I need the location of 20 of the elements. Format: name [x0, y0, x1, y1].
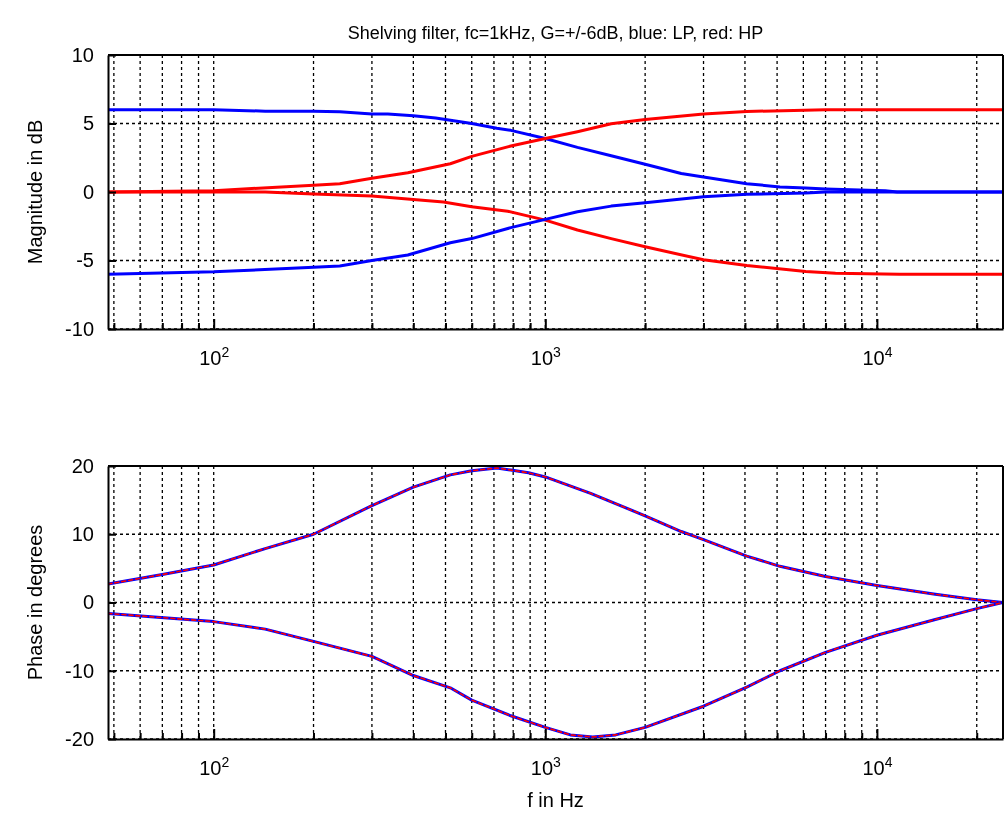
y-tick-label: 10 — [71, 43, 94, 66]
x-tick-label: 10$^{2}$ — [199, 754, 230, 780]
y-tick-label: 0 — [82, 180, 94, 203]
y-axis-title: Phase in degrees — [24, 524, 46, 681]
x-tick-label: 10$^{2}$ — [199, 344, 230, 370]
x-axis-title: f in Hz — [527, 789, 584, 811]
y-tick-label: -5 — [76, 249, 94, 272]
chart-title: Shelving filter, fc=1kHz, G=+/-6dB, blue: LP, red: HP — [347, 23, 764, 43]
y-axis-title: Magnitude in dB — [24, 119, 46, 265]
y-tick-label: 0 — [82, 591, 94, 614]
x-tick-label: 10$^{3}$ — [530, 754, 562, 780]
y-tick-label: 10 — [71, 523, 94, 546]
y-tick-label: 5 — [82, 112, 94, 135]
y-tick-label: -10 — [65, 317, 94, 340]
x-tick-label: 10$^{4}$ — [862, 754, 893, 780]
y-tick-label: -10 — [65, 659, 94, 682]
y-tick-label: -20 — [65, 727, 94, 750]
x-tick-label: 10$^{4}$ — [862, 344, 893, 370]
x-tick-label: 10$^{3}$ — [530, 344, 562, 370]
y-tick-label: 20 — [71, 454, 94, 477]
